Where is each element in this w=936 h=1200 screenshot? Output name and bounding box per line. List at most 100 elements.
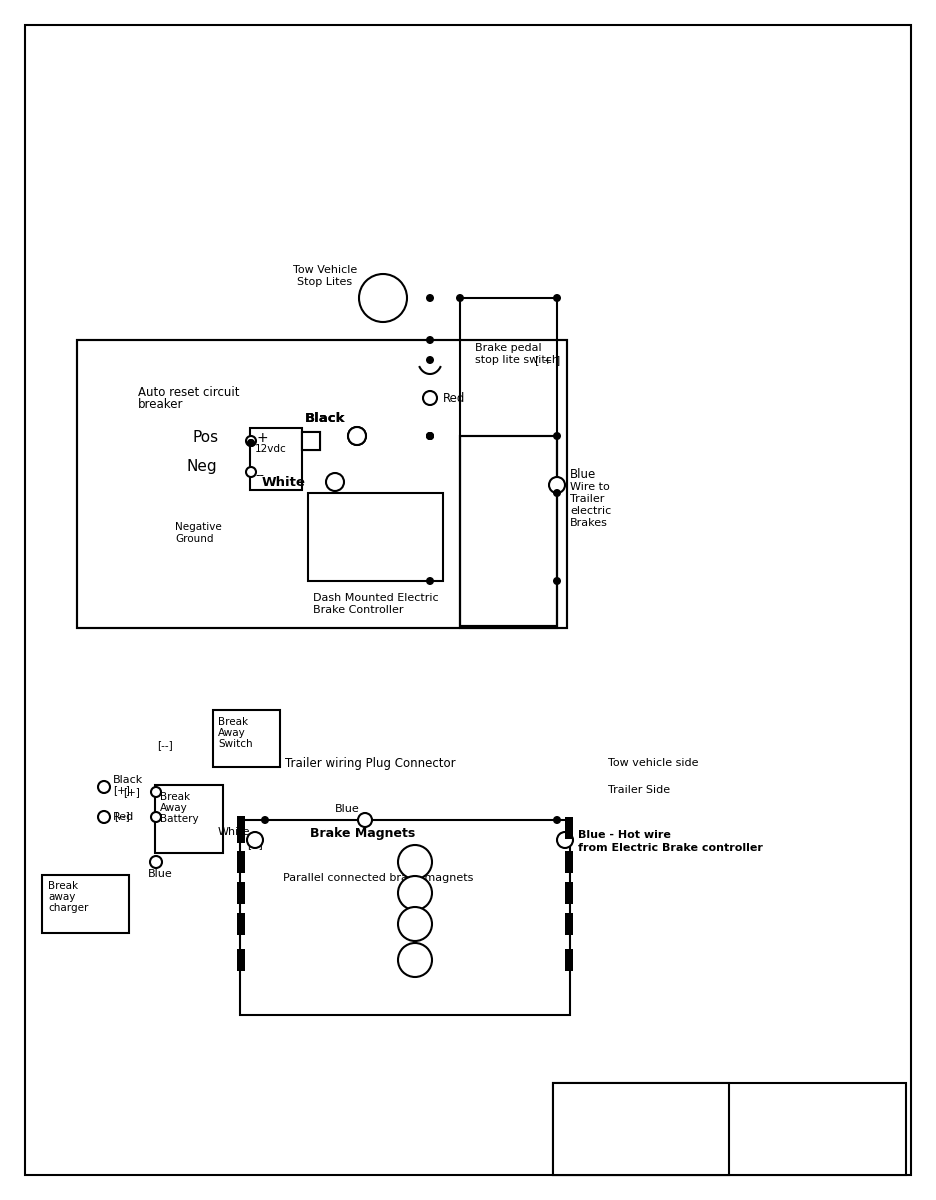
Circle shape bbox=[426, 336, 434, 344]
Bar bbox=[42, 875, 129, 934]
Bar bbox=[237, 816, 245, 842]
Text: +: + bbox=[256, 431, 268, 445]
Circle shape bbox=[151, 812, 161, 822]
Text: stop lite switch: stop lite switch bbox=[475, 355, 559, 365]
Text: Blue: Blue bbox=[335, 804, 359, 814]
Circle shape bbox=[151, 787, 161, 797]
Circle shape bbox=[247, 439, 255, 446]
Bar bbox=[237, 949, 245, 971]
Bar bbox=[460, 298, 557, 628]
Circle shape bbox=[398, 845, 432, 878]
Text: Away: Away bbox=[160, 803, 188, 814]
Bar bbox=[250, 428, 302, 490]
Text: Dash Mounted Electric: Dash Mounted Electric bbox=[313, 593, 439, 602]
Circle shape bbox=[359, 274, 407, 322]
Text: Switch: Switch bbox=[218, 739, 253, 749]
Circle shape bbox=[553, 432, 561, 440]
Text: Brake Controller: Brake Controller bbox=[313, 605, 403, 614]
Bar bbox=[460, 436, 557, 626]
Bar bbox=[553, 1082, 729, 1175]
Circle shape bbox=[426, 432, 434, 440]
Text: Battery: Battery bbox=[160, 814, 198, 824]
Circle shape bbox=[348, 427, 366, 445]
Circle shape bbox=[98, 811, 110, 823]
Bar bbox=[237, 851, 245, 874]
Bar bbox=[565, 913, 573, 935]
Bar bbox=[302, 432, 320, 450]
Text: Auto reset circuit: Auto reset circuit bbox=[138, 385, 240, 398]
Text: from Electric Brake controller: from Electric Brake controller bbox=[578, 842, 763, 853]
Text: Black: Black bbox=[305, 412, 345, 425]
Circle shape bbox=[426, 577, 434, 584]
Text: charger: charger bbox=[48, 902, 88, 913]
Text: Tow vehicle side: Tow vehicle side bbox=[608, 758, 698, 768]
Text: Brakes: Brakes bbox=[570, 518, 607, 528]
Circle shape bbox=[553, 816, 561, 824]
Bar bbox=[237, 913, 245, 935]
Text: Black: Black bbox=[305, 412, 345, 425]
Text: breaker: breaker bbox=[138, 398, 183, 412]
Text: Brake pedal: Brake pedal bbox=[475, 343, 542, 353]
Circle shape bbox=[553, 294, 561, 302]
Text: Break: Break bbox=[48, 881, 78, 890]
Text: Ground: Ground bbox=[175, 534, 213, 544]
Bar bbox=[240, 820, 570, 1015]
Circle shape bbox=[348, 427, 366, 445]
Text: [--]: [--] bbox=[247, 839, 263, 850]
Text: M: M bbox=[409, 887, 421, 900]
Text: Wire to: Wire to bbox=[570, 482, 609, 492]
Circle shape bbox=[398, 943, 432, 977]
Circle shape bbox=[398, 876, 432, 910]
Bar bbox=[308, 493, 443, 581]
Bar bbox=[77, 340, 567, 628]
Circle shape bbox=[553, 490, 561, 497]
Text: Trailer wiring Plug Connector: Trailer wiring Plug Connector bbox=[285, 756, 456, 769]
Circle shape bbox=[246, 467, 256, 476]
Text: Blue - Hot wire: Blue - Hot wire bbox=[578, 830, 671, 840]
Text: [--]: [--] bbox=[114, 811, 130, 821]
Text: [--]: [--] bbox=[157, 740, 173, 750]
Bar bbox=[77, 340, 567, 628]
Text: Blue: Blue bbox=[148, 869, 173, 878]
Text: M: M bbox=[409, 954, 421, 966]
Circle shape bbox=[423, 391, 437, 404]
Circle shape bbox=[426, 432, 434, 440]
Bar bbox=[565, 817, 573, 839]
Circle shape bbox=[98, 781, 110, 793]
Text: away: away bbox=[48, 892, 76, 902]
Circle shape bbox=[426, 294, 434, 302]
Text: Stop Lites: Stop Lites bbox=[298, 277, 353, 287]
Text: M: M bbox=[409, 856, 421, 869]
Text: [+]: [+] bbox=[113, 785, 130, 794]
Bar bbox=[302, 432, 320, 450]
Text: Tow Vehicle: Tow Vehicle bbox=[293, 265, 358, 275]
Text: Break: Break bbox=[160, 792, 190, 802]
Text: Blue: Blue bbox=[570, 468, 596, 481]
Text: White: White bbox=[262, 475, 306, 488]
Text: Brake Magnets: Brake Magnets bbox=[310, 827, 416, 840]
Text: Neg: Neg bbox=[187, 458, 218, 474]
Bar bbox=[237, 882, 245, 904]
Text: [+]: [+] bbox=[123, 787, 139, 797]
Circle shape bbox=[247, 832, 263, 848]
Bar bbox=[565, 949, 573, 971]
Circle shape bbox=[456, 294, 464, 302]
Bar bbox=[213, 710, 280, 767]
Circle shape bbox=[326, 473, 344, 491]
Bar bbox=[565, 882, 573, 904]
Text: White: White bbox=[218, 827, 251, 838]
Text: Parallel connected brake magnets: Parallel connected brake magnets bbox=[283, 874, 474, 883]
Text: Trailer: Trailer bbox=[570, 494, 605, 504]
Circle shape bbox=[549, 476, 565, 493]
Bar bbox=[565, 851, 573, 874]
Text: --: -- bbox=[255, 469, 264, 482]
Text: M: M bbox=[409, 918, 421, 930]
Circle shape bbox=[426, 356, 434, 364]
Text: Break: Break bbox=[218, 716, 248, 727]
Circle shape bbox=[246, 436, 256, 446]
Circle shape bbox=[358, 814, 372, 827]
Text: Away: Away bbox=[218, 728, 246, 738]
Circle shape bbox=[426, 432, 434, 440]
Bar bbox=[155, 785, 223, 853]
Bar bbox=[460, 436, 557, 626]
